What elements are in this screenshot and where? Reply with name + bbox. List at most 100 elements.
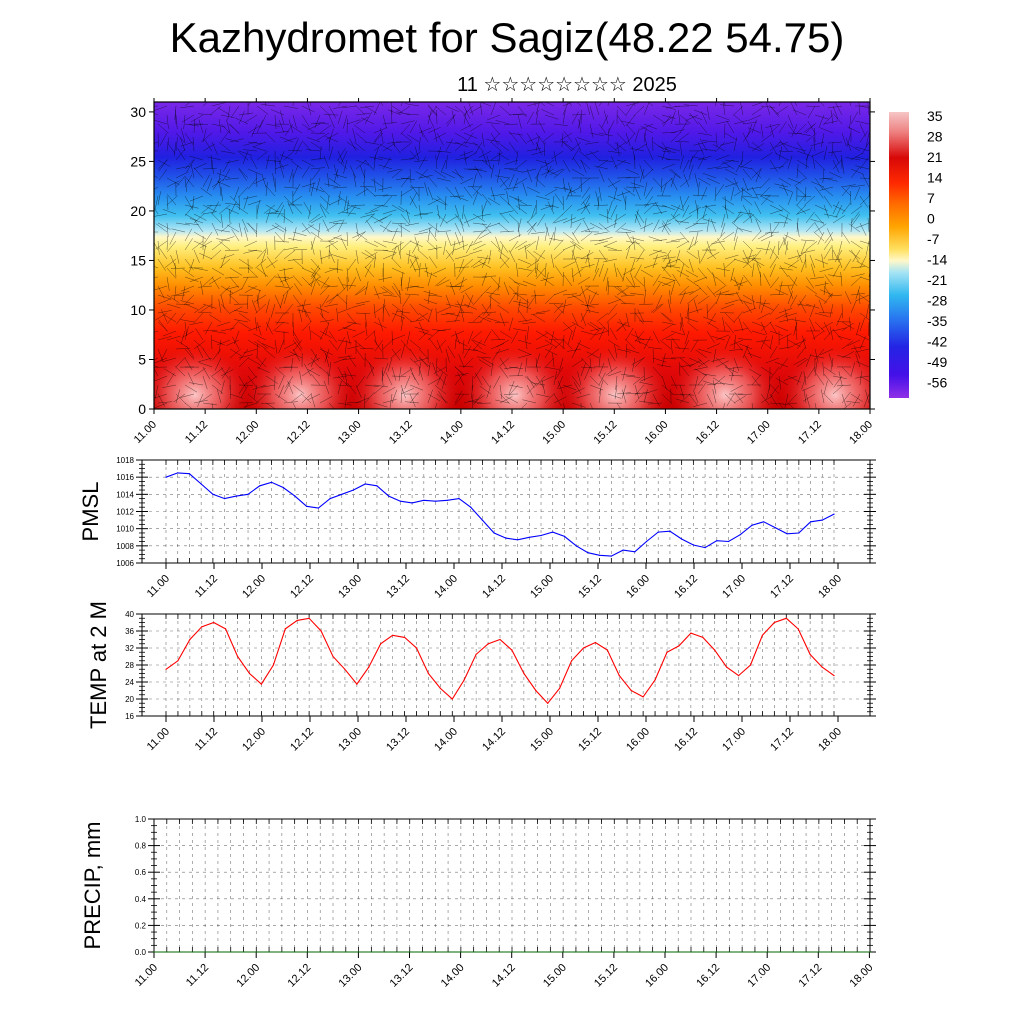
- y-tick-label: 24: [125, 678, 134, 687]
- x-tick-label: 16.12: [672, 726, 700, 754]
- wind-barb: [531, 231, 546, 235]
- wind-barb: [661, 116, 674, 125]
- wind-barb: [154, 195, 159, 210]
- data-point: [728, 951, 731, 953]
- wind-barb: [702, 316, 717, 323]
- wind-barb: [265, 402, 276, 409]
- wind-barb: [865, 132, 870, 147]
- warm-maximum: [670, 345, 780, 409]
- wind-barb: [537, 213, 546, 226]
- wind-barb: [436, 150, 451, 153]
- wind-barb: [511, 330, 519, 344]
- wind-barb: [499, 177, 509, 190]
- wind-barb: [173, 393, 186, 403]
- wind-barb: [778, 267, 793, 271]
- wind-barb: [614, 344, 618, 359]
- wind-barb: [535, 159, 550, 165]
- wind-barb: [747, 127, 762, 134]
- data-point: [411, 502, 413, 504]
- wind-barb: [332, 222, 348, 224]
- wind-barb: [197, 311, 213, 314]
- wind-barb: [202, 402, 217, 406]
- wind-barb: [495, 120, 510, 125]
- wind-barb: [803, 371, 807, 386]
- wind-barb: [739, 343, 753, 350]
- wind-barb: [328, 105, 337, 119]
- data-point: [248, 672, 251, 675]
- wind-barb: [404, 375, 411, 389]
- wind-barb: [721, 213, 726, 228]
- wind-barb: [184, 238, 193, 251]
- wind-barb: [553, 239, 564, 251]
- wind-barb: [499, 230, 515, 233]
- wind-barb: [460, 285, 474, 294]
- wind-barb: [598, 380, 604, 395]
- wind-barb: [436, 339, 447, 351]
- wind-barb: [598, 321, 610, 333]
- wind-barb: [378, 164, 393, 170]
- wind-barb: [796, 168, 808, 179]
- wind-barb: [613, 186, 618, 201]
- wind-barb: [706, 303, 708, 319]
- wind-barb: [850, 166, 860, 179]
- wind-barb: [688, 308, 703, 314]
- wind-barb: [820, 321, 834, 330]
- wind-barb: [730, 278, 744, 287]
- wind-barb: [508, 292, 517, 305]
- wind-barb: [479, 102, 483, 116]
- wind-barb: [594, 258, 600, 273]
- wind-barb: [535, 195, 550, 201]
- wind-barb: [427, 294, 442, 297]
- wind-barb: [274, 330, 289, 334]
- wind-barb: [643, 102, 650, 116]
- wind-barb: [760, 366, 773, 375]
- wind-barb: [804, 195, 816, 206]
- wind-barb: [850, 240, 863, 250]
- wind-barb: [614, 286, 627, 296]
- x-tick-label: 14.00: [439, 962, 467, 990]
- wind-barb: [827, 258, 843, 261]
- wind-barb: [301, 140, 312, 152]
- colorbar-label: -21: [927, 272, 947, 288]
- data-point: [446, 499, 448, 501]
- wind-barb: [499, 212, 510, 224]
- wind-barb: [243, 141, 258, 146]
- x-tick-label: 16.00: [643, 962, 671, 990]
- wind-barb: [607, 150, 622, 154]
- wind-barb: [486, 155, 492, 170]
- wind-barb: [400, 388, 414, 395]
- wind-barb: [175, 303, 191, 305]
- wind-barb: [154, 368, 159, 377]
- wind-barb: [783, 402, 798, 405]
- wind-barb: [679, 141, 683, 156]
- wind-barb: [404, 293, 420, 296]
- wind-barb: [340, 237, 348, 251]
- wind-barb: [479, 312, 492, 322]
- wind-barb: [609, 327, 618, 341]
- wind-barb: [400, 308, 404, 323]
- data-point: [751, 524, 753, 526]
- wind-barb: [805, 211, 815, 224]
- wind-barb: [713, 285, 726, 295]
- wind-barb: [290, 160, 303, 170]
- wind-barb: [580, 232, 593, 242]
- wind-barb: [742, 257, 753, 269]
- wind-barb: [643, 204, 655, 215]
- wind-barb: [526, 186, 540, 194]
- wind-barb: [508, 213, 520, 224]
- wind-barb: [160, 309, 168, 323]
- wind-barb: [337, 195, 350, 205]
- wind-barb: [445, 113, 456, 125]
- wind-barb: [182, 285, 186, 300]
- wind-barb: [558, 384, 573, 389]
- wind-barb: [436, 279, 450, 287]
- data-point: [415, 647, 418, 649]
- wind-barb: [584, 366, 591, 380]
- wind-barb: [769, 383, 780, 395]
- wind-barb: [666, 240, 681, 243]
- wind-barb: [170, 294, 186, 297]
- wind-barb: [508, 141, 518, 154]
- wind-barb: [517, 132, 527, 145]
- wind-barb: [580, 357, 591, 369]
- wind-barb: [474, 165, 483, 179]
